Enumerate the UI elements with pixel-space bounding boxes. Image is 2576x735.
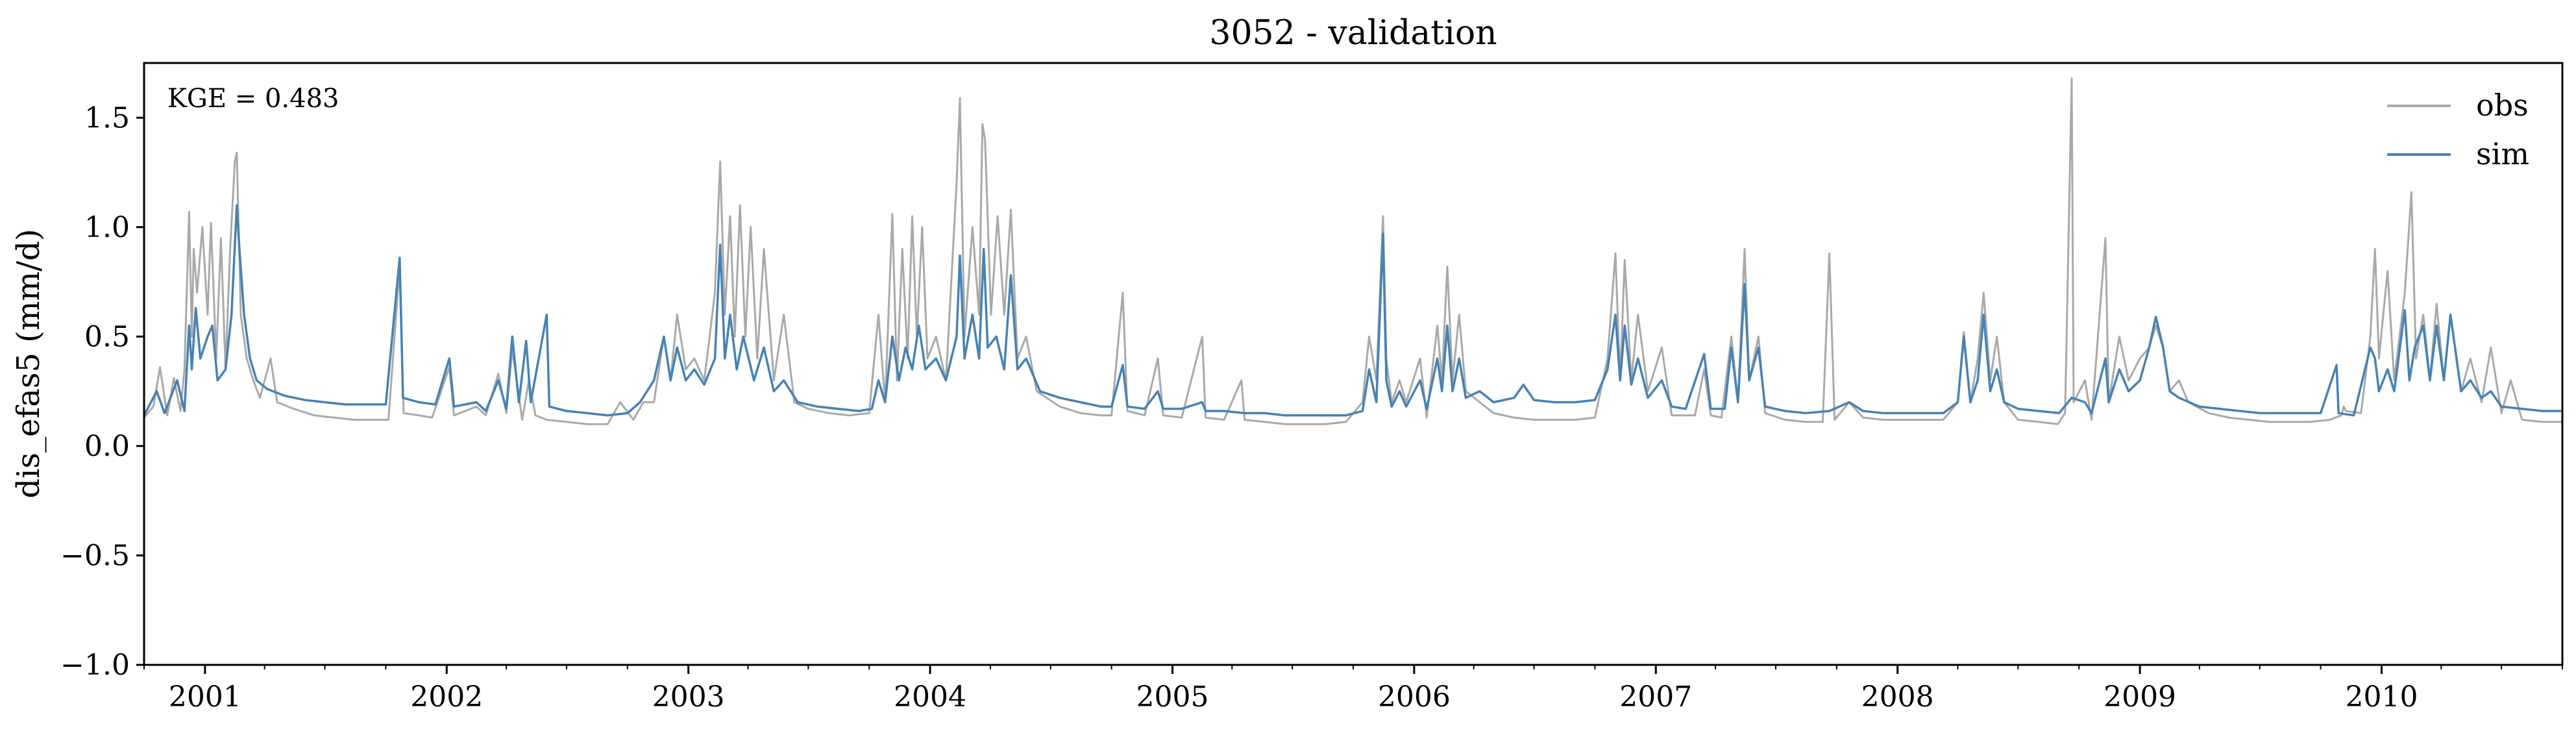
- plot-frame: [143, 62, 2564, 666]
- x-tick-label: 2006: [1378, 680, 1451, 714]
- x-tick-label: 2010: [2345, 680, 2418, 714]
- series-lines: [143, 77, 2562, 425]
- x-tick-label: 2002: [410, 680, 483, 714]
- y-tick-label: −0.5: [60, 539, 130, 572]
- legend: obs sim: [2387, 88, 2529, 171]
- legend-sim-label: sim: [2476, 136, 2529, 171]
- x-tick-label: 2007: [1619, 680, 1692, 714]
- x-tick-label: 2009: [2104, 680, 2176, 714]
- x-axis: 2001 2002 2003 2004 2005 2006 2007 2008 2009 2010: [143, 665, 2563, 714]
- x-tick-label: 2005: [1136, 680, 1208, 714]
- series-line-sim: [143, 204, 2562, 417]
- plot-area: [143, 62, 2564, 666]
- y-tick-label: 0.5: [84, 320, 130, 353]
- x-tick-label: 2001: [169, 680, 241, 714]
- x-tick-label: 2004: [894, 680, 966, 714]
- y-tick-label: 1.5: [84, 101, 130, 134]
- y-tick-label: −1.0: [60, 649, 130, 682]
- x-tick-label: 2003: [652, 680, 725, 714]
- y-tick-label: 0.0: [84, 430, 130, 463]
- kge-annotation: KGE = 0.483: [167, 84, 339, 114]
- legend-obs-label: obs: [2476, 88, 2529, 123]
- y-axis: −1.0 −0.5 0.0 0.5 1.0 1.5: [60, 101, 144, 682]
- chart-title: 3052 - validation: [1209, 14, 1497, 53]
- x-tick-label: 2008: [1861, 680, 1934, 714]
- y-tick-label: 1.0: [84, 211, 130, 244]
- series-line-obs: [143, 77, 2562, 425]
- y-axis-label: dis_efas5 (mm/d): [10, 229, 47, 498]
